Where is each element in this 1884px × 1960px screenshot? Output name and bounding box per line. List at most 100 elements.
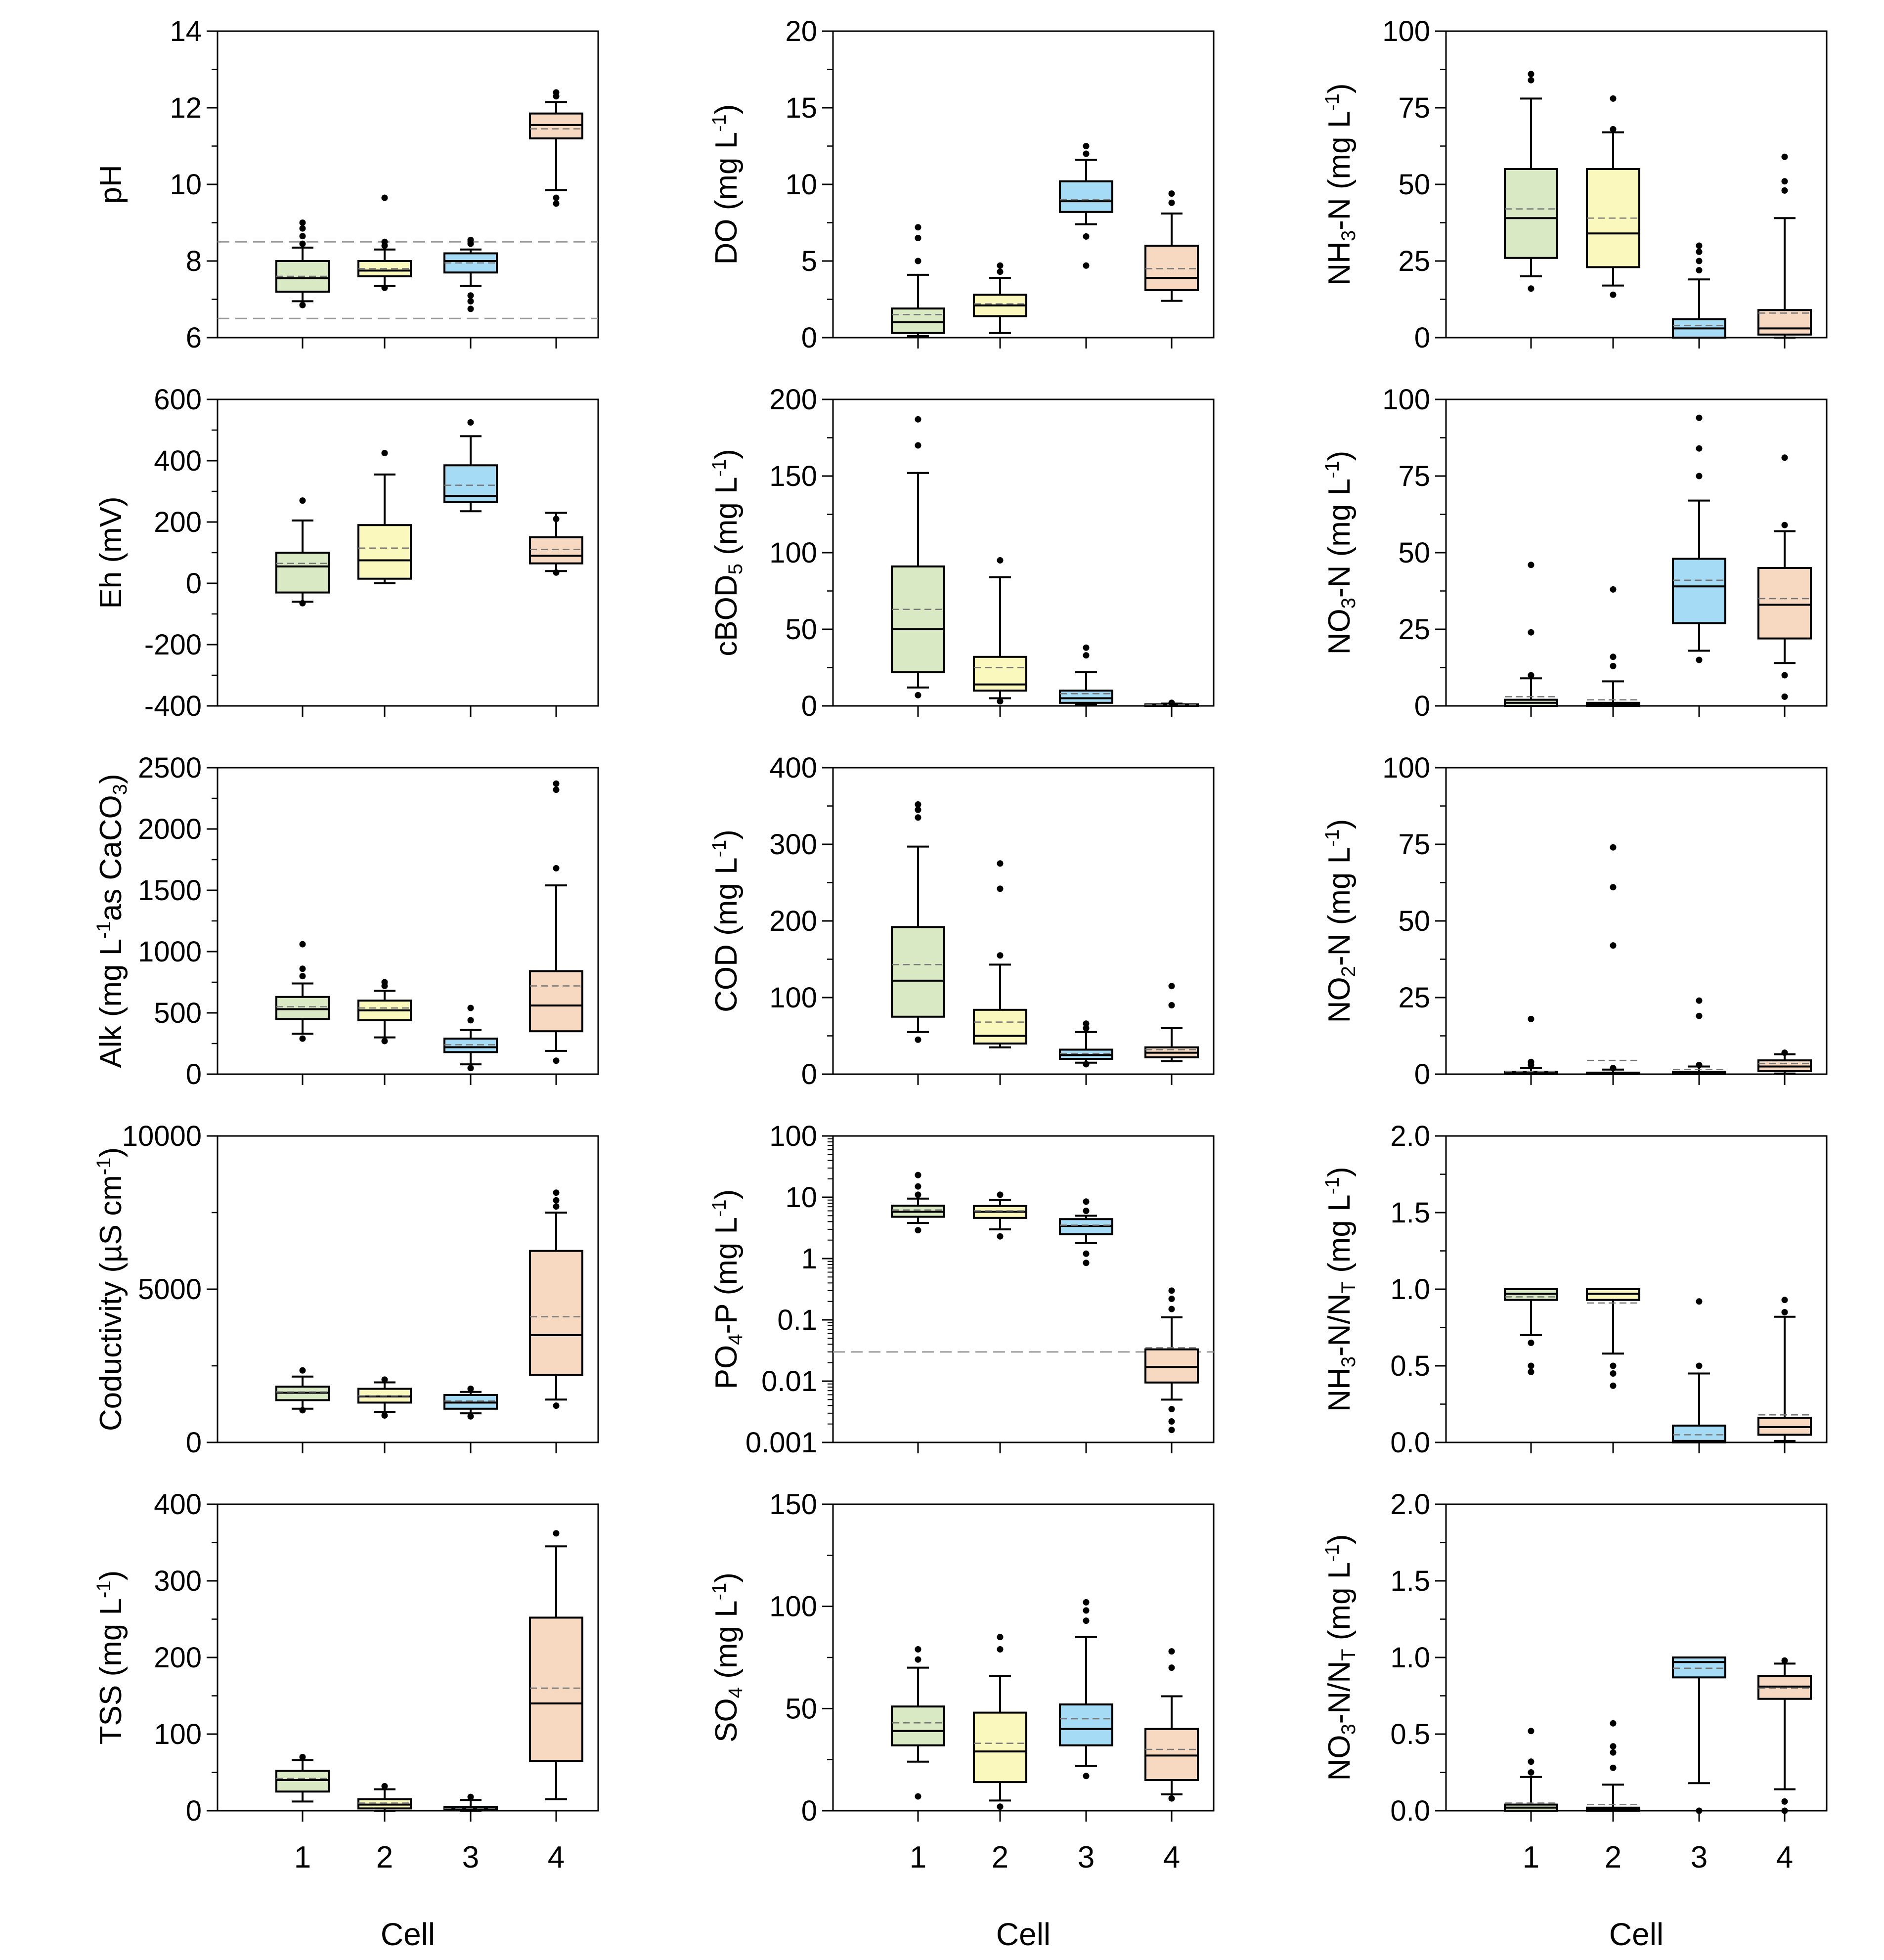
y-tick-label: 0.5 bbox=[1390, 1718, 1430, 1750]
outlier-point bbox=[915, 801, 921, 808]
x-tick-label: 4 bbox=[1776, 1840, 1793, 1874]
y-axis-label: SO4 (mg L-1) bbox=[708, 1572, 746, 1742]
iqr-box bbox=[891, 565, 945, 673]
iqr-box bbox=[1059, 690, 1113, 704]
outlier-point bbox=[997, 1803, 1004, 1810]
y-tick-label: 150 bbox=[769, 1488, 817, 1521]
box-cell-1 bbox=[1504, 1728, 1558, 1812]
outlier-point bbox=[1610, 942, 1617, 949]
box-cell-3 bbox=[443, 1004, 498, 1072]
iqr-box bbox=[1672, 558, 1726, 624]
outlier-point bbox=[1696, 242, 1703, 249]
outlier-point bbox=[381, 194, 388, 201]
box-cell-2 bbox=[1586, 586, 1640, 707]
box-cell-2 bbox=[1586, 95, 1640, 298]
iqr-box bbox=[1672, 1656, 1726, 1679]
outlier-point bbox=[1083, 644, 1090, 651]
box-cell-2 bbox=[973, 1634, 1027, 1810]
box-cell-2 bbox=[973, 557, 1027, 705]
outlier-point bbox=[1528, 1015, 1534, 1022]
outlier-point bbox=[1696, 267, 1703, 274]
x-tick-label: 2 bbox=[1605, 1840, 1621, 1874]
panel-cbod: 0 50 100 150 200 cBOD5 (mg L-1) bbox=[708, 384, 1215, 722]
outlier-point bbox=[1610, 1370, 1617, 1377]
y-tick-label: 0.0 bbox=[1390, 1795, 1430, 1827]
outlier-point bbox=[1528, 672, 1534, 679]
x-tick-label: 3 bbox=[1078, 1840, 1095, 1874]
outlier-point bbox=[1083, 1599, 1090, 1606]
y-tick-label: 5000 bbox=[138, 1273, 202, 1306]
y-tick-label: 100 bbox=[769, 982, 817, 1014]
box-cell-4 bbox=[529, 89, 583, 207]
y-axis-label: COD (mg L-1) bbox=[708, 829, 744, 1012]
outlier-point bbox=[299, 1035, 306, 1042]
x-tick-label: 1 bbox=[910, 1840, 926, 1874]
box-cell-1 bbox=[275, 941, 330, 1042]
outlier-point bbox=[1083, 1607, 1090, 1614]
y-tick-label: 300 bbox=[154, 1565, 202, 1597]
outlier-point bbox=[1610, 1720, 1617, 1727]
outlier-point bbox=[1168, 1406, 1175, 1413]
outlier-point bbox=[299, 973, 306, 980]
box-cell-2 bbox=[973, 262, 1027, 334]
outlier-point bbox=[1083, 1617, 1090, 1624]
y-tick-label: 200 bbox=[769, 905, 817, 937]
outlier-point bbox=[299, 600, 306, 607]
panel-nh3frac: 0.0 0.5 1.0 1.5 2.0 NH3-N/NT (mg L-1) bbox=[1321, 1120, 1828, 1459]
box-cell-3 bbox=[443, 1793, 498, 1812]
iqr-box bbox=[1504, 168, 1558, 259]
y-tick-label: 500 bbox=[154, 997, 202, 1029]
outlier-point bbox=[1528, 285, 1534, 292]
box-cell-2 bbox=[357, 450, 412, 584]
iqr-box bbox=[973, 1711, 1027, 1784]
y-tick-label: 75 bbox=[1398, 92, 1430, 124]
panel-ph: 6 8 10 12 14 pH bbox=[94, 15, 599, 354]
box-cell-1 bbox=[275, 497, 330, 607]
outlier-point bbox=[299, 1407, 306, 1414]
x-axis-label: Cell bbox=[381, 1916, 435, 1952]
outlier-point bbox=[553, 569, 560, 576]
box-cell-1 bbox=[1504, 71, 1558, 292]
x-tick-label: 3 bbox=[462, 1840, 479, 1874]
outlier-point bbox=[915, 1646, 921, 1653]
x-tick-label: 2 bbox=[992, 1840, 1008, 1874]
outlier-point bbox=[553, 89, 560, 96]
y-tick-label: 0 bbox=[801, 1058, 817, 1090]
y-tick-label: 200 bbox=[154, 1642, 202, 1674]
outlier-point bbox=[467, 305, 474, 312]
iqr-box bbox=[891, 1705, 945, 1746]
outlier-point bbox=[1696, 1807, 1703, 1814]
outlier-point bbox=[1781, 522, 1788, 528]
y-tick-label: 10000 bbox=[122, 1120, 202, 1152]
y-tick-label: 100 bbox=[1382, 15, 1430, 47]
panel-cod: 0 100 200 300 400 COD (mg L-1) bbox=[708, 752, 1215, 1090]
box-cell-3 bbox=[1672, 1298, 1726, 1443]
y-tick-label: 20 bbox=[785, 15, 817, 47]
box-cell-1 bbox=[891, 1646, 945, 1800]
box-cell-4 bbox=[1144, 983, 1199, 1062]
outlier-point bbox=[467, 298, 474, 305]
y-tick-label: 1 bbox=[801, 1243, 817, 1275]
y-tick-label: 0.5 bbox=[1390, 1350, 1430, 1382]
outlier-point bbox=[299, 1367, 306, 1374]
x-tick-label: 2 bbox=[376, 1840, 393, 1874]
iqr-box bbox=[275, 552, 330, 594]
outlier-point bbox=[997, 268, 1004, 275]
y-tick-label: 2.0 bbox=[1390, 1488, 1430, 1521]
outlier-point bbox=[553, 1057, 560, 1064]
outlier-point bbox=[1168, 1296, 1175, 1303]
y-tick-label: 0 bbox=[801, 690, 817, 722]
outlier-point bbox=[1168, 190, 1175, 197]
outlier-point bbox=[381, 450, 388, 456]
y-axis-label: pH bbox=[94, 165, 128, 204]
outlier-point bbox=[1610, 1749, 1617, 1756]
outlier-point bbox=[997, 698, 1004, 705]
box-cell-3 bbox=[1059, 1020, 1113, 1068]
y-tick-label: 25 bbox=[1398, 982, 1430, 1014]
outlier-point bbox=[1610, 586, 1617, 593]
box-cell-4 bbox=[1144, 1648, 1199, 1802]
outlier-point bbox=[915, 1172, 921, 1178]
box-cell-2 bbox=[1586, 1720, 1640, 1812]
box-cell-2 bbox=[1586, 844, 1640, 1075]
